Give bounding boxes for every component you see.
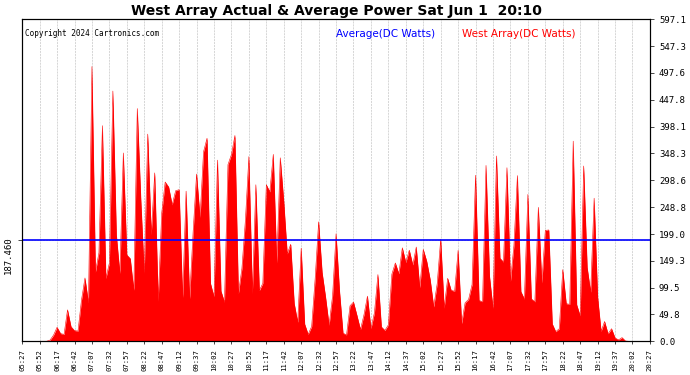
Text: Average(DC Watts): Average(DC Watts) (336, 29, 435, 39)
Title: West Array Actual & Average Power Sat Jun 1  20:10: West Array Actual & Average Power Sat Ju… (130, 4, 542, 18)
Text: West Array(DC Watts): West Array(DC Watts) (462, 29, 575, 39)
Text: Copyright 2024 Cartronics.com: Copyright 2024 Cartronics.com (26, 29, 159, 38)
